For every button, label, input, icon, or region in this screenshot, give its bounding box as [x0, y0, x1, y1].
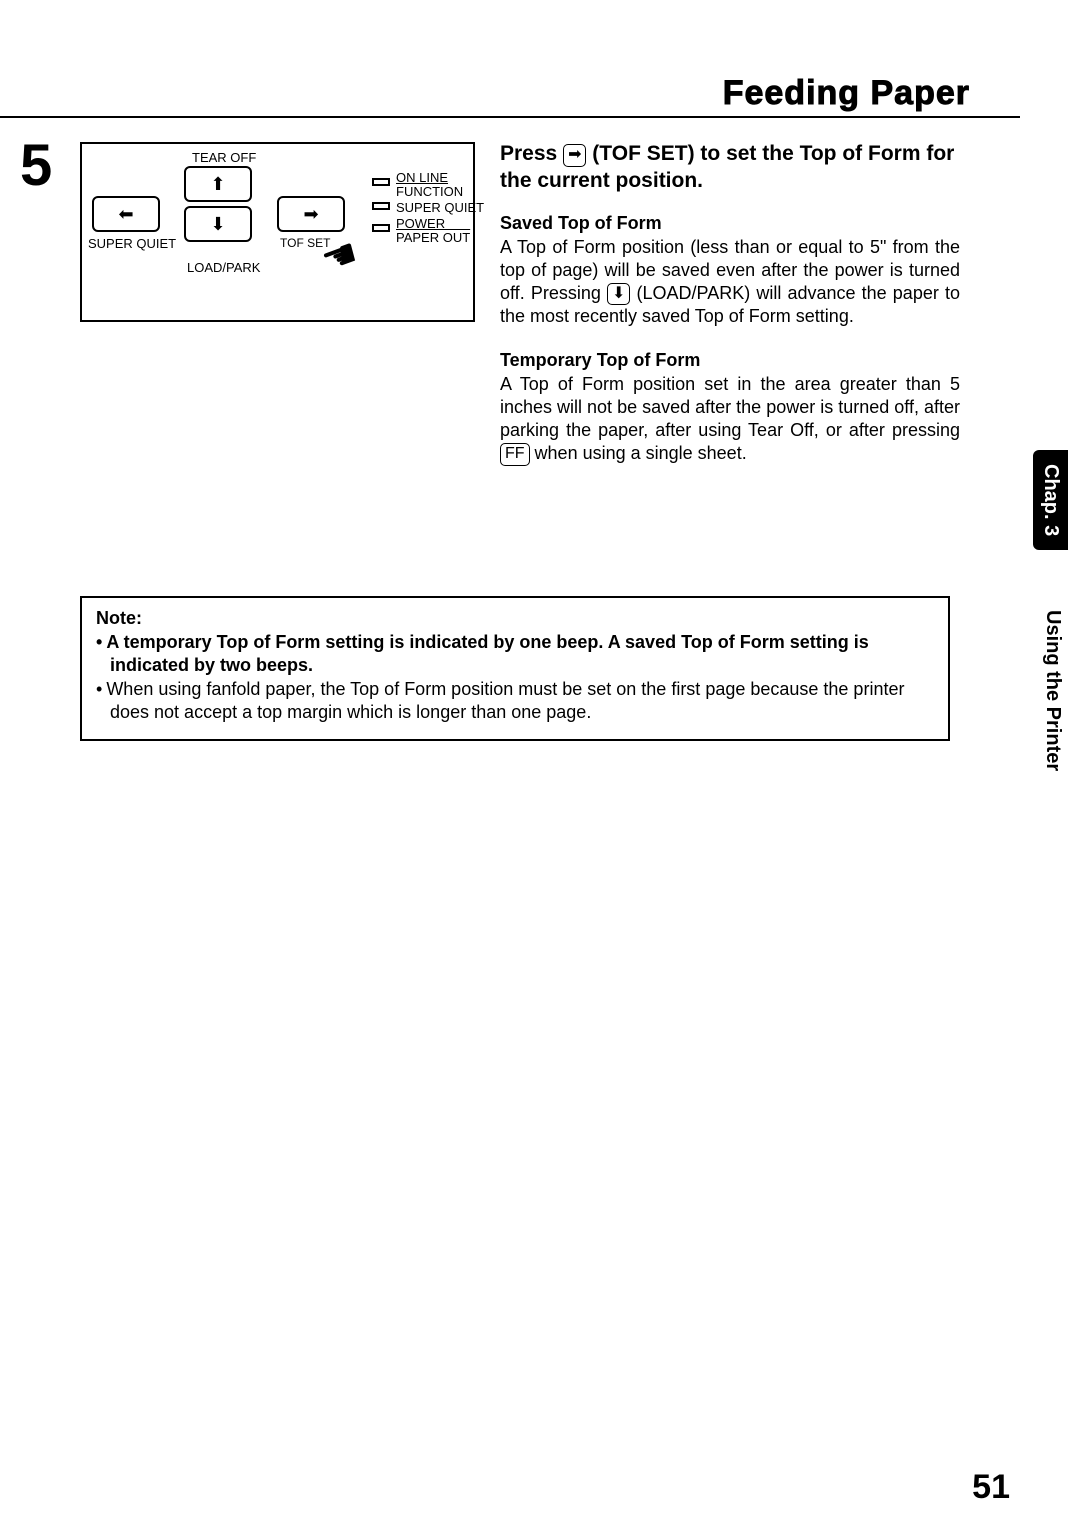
saved-tof-text: A Top of Form position (less than or equ…: [500, 236, 960, 329]
pointing-hand-icon: ☚: [315, 229, 364, 284]
label-tear-off: TEAR OFF: [192, 150, 256, 165]
page-header-title: Feeding Paper: [723, 74, 970, 113]
temp-tof-heading: Temporary Top of Form: [500, 350, 960, 371]
instr-part1: Press: [500, 142, 563, 165]
led-super-quiet: [372, 202, 390, 210]
page-number: 51: [972, 1468, 1010, 1507]
instruction-column: Press ➡ (TOF SET) to set the Top of Form…: [500, 140, 960, 466]
label-load-park: LOAD/PARK: [187, 260, 260, 275]
note-item-2: When using fanfold paper, the Top of For…: [96, 678, 934, 725]
key-right-arrow: ➡: [563, 144, 586, 167]
label-function: FUNCTION: [396, 184, 463, 199]
section-tab: Using the Printer: [1037, 600, 1068, 781]
label-power: POWER: [396, 216, 445, 231]
saved-tof-heading: Saved Top of Form: [500, 213, 960, 234]
label-paper-out: PAPER OUT: [396, 230, 470, 245]
note-item-1: A temporary Top of Form setting is indic…: [96, 631, 934, 678]
button-up: [184, 166, 252, 202]
button-down: [184, 206, 252, 242]
button-right: [277, 196, 345, 232]
label-on-line: ON LINE: [396, 170, 448, 185]
key-down-arrow: ⬇: [607, 283, 630, 305]
main-instruction: Press ➡ (TOF SET) to set the Top of Form…: [500, 140, 960, 195]
chapter-tab: Chap. 3: [1033, 450, 1068, 550]
key-ff: FF: [500, 443, 530, 465]
led-online: [372, 178, 390, 186]
temp-tof-text: A Top of Form position set in the area g…: [500, 373, 960, 466]
note-title: Note:: [96, 608, 934, 629]
step-number: 5: [20, 132, 52, 199]
led-power: [372, 224, 390, 232]
label-super-quiet-right: SUPER QUIET: [396, 200, 484, 215]
printer-panel-diagram: TEAR OFF SUPER QUIET TOF SET LOAD/PARK O…: [80, 142, 475, 322]
button-left: [92, 196, 160, 232]
label-super-quiet-left: SUPER QUIET: [88, 236, 176, 251]
note-list: A temporary Top of Form setting is indic…: [96, 631, 934, 725]
temp-text-a: A Top of Form position set in the area g…: [500, 374, 960, 440]
temp-text-b: when using a single sheet.: [530, 443, 747, 463]
header-rule: [0, 116, 1020, 118]
note-box: Note: A temporary Top of Form setting is…: [80, 596, 950, 741]
